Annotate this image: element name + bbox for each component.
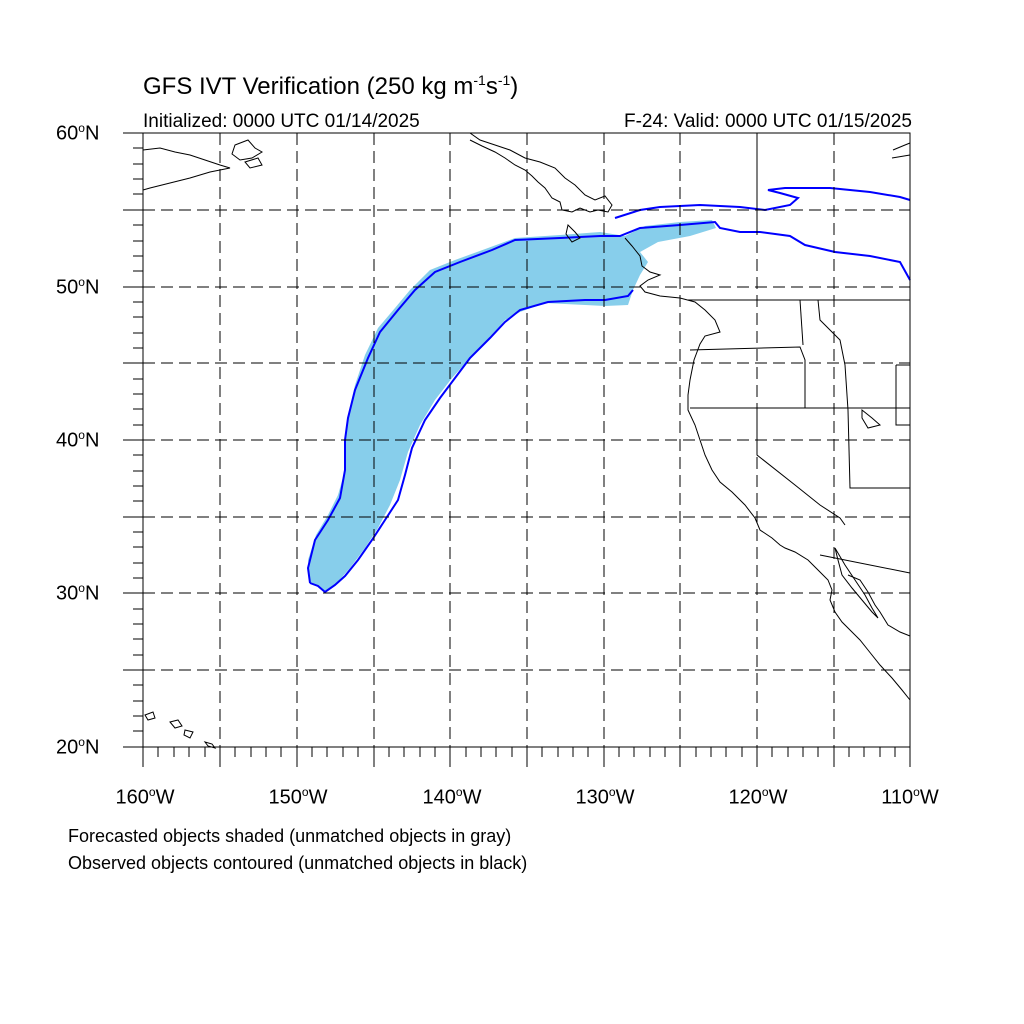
lon-label-160w: 160oW [115,785,175,809]
forecast-ivt-object [308,220,716,592]
lon-label-140w: 140oW [422,785,482,809]
observed-ivt-contour [306,220,911,594]
lon-label-120w: 120oW [728,785,788,809]
lon-label-150w: 150oW [268,785,328,809]
valid-time: F-24: Valid: 0000 UTC 01/15/2025 [624,111,912,132]
plot-title: GFS IVT Verification (250 kg m-1s-1) [143,72,519,100]
lat-label-60n: 60oN [56,121,100,145]
lon-label-130w: 130oW [575,785,635,809]
observed-ivt-contour-north [614,187,911,219]
political-borders [688,133,911,574]
lat-label-20n: 20oN [56,735,100,759]
coastlines [142,132,911,749]
axis-ticks [123,132,911,767]
lat-label-50n: 50oN [56,275,100,299]
lat-lon-grid [143,133,910,747]
initialized-time: Initialized: 0000 UTC 01/14/2025 [143,111,420,132]
lat-label-30n: 30oN [56,581,100,605]
observed-note: Observed objects contoured (unmatched ob… [68,853,528,873]
lat-label-40n: 40oN [56,428,100,452]
lon-label-110w: 110oW [881,785,939,809]
forecast-note: Forecasted objects shaded (unmatched obj… [68,826,512,846]
